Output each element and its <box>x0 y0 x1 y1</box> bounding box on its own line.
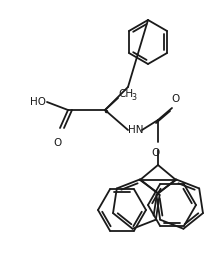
Text: HN: HN <box>128 125 144 135</box>
Text: CH: CH <box>118 89 133 99</box>
Text: O: O <box>172 94 180 104</box>
Text: O: O <box>151 148 159 158</box>
Text: 3: 3 <box>131 93 136 101</box>
Text: O: O <box>53 138 61 148</box>
Text: HO: HO <box>30 97 46 107</box>
